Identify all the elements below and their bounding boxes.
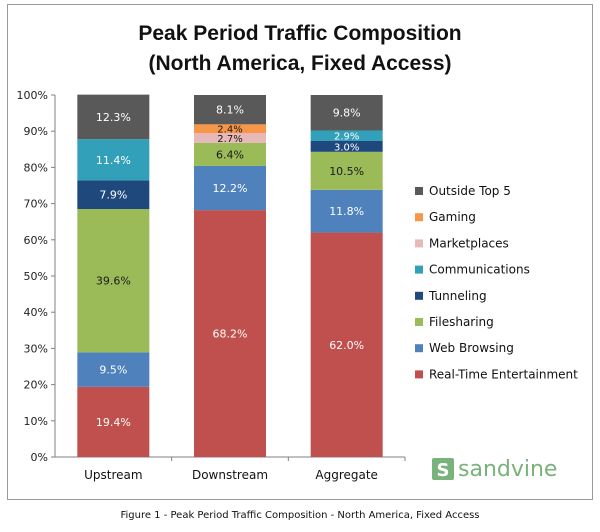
bar-marketplaces (194, 133, 266, 143)
chart-title: Peak Period Traffic Composition (138, 22, 461, 45)
data-label: 19.4% (96, 416, 131, 429)
y-tick-label: 100% (17, 89, 48, 102)
logo-icon-bg (432, 458, 454, 480)
bar-web-browsing (310, 189, 383, 233)
logo-text: sandvine (458, 457, 557, 482)
y-tick-label: 40% (24, 306, 48, 319)
legend-label-filesharing: Filesharing (429, 315, 494, 329)
data-label: 7.9% (99, 189, 127, 202)
chart-canvas: Peak Period Traffic Composition (North A… (17, 22, 579, 482)
legend-swatch-tunneling (415, 291, 423, 300)
sandvine-logo: S sandvine (432, 457, 557, 482)
x-tick-label: Upstream (84, 468, 142, 482)
data-label: 62.0% (329, 339, 364, 352)
legend-swatch-gaming (415, 213, 423, 222)
data-label: 10.5% (329, 165, 364, 178)
data-label: 11.4% (96, 154, 131, 167)
bar-outside-top-5 (310, 95, 383, 131)
legend-swatch-filesharing (415, 318, 423, 326)
logo-icon-s: S (437, 460, 450, 481)
legend-label-communications: Communications (429, 263, 530, 277)
data-label: 2.4% (217, 125, 242, 136)
legend: Outside Top 5 Gaming Marketplaces Communica… (415, 184, 578, 381)
data-label: 12.3% (96, 111, 131, 124)
data-label: 9.5% (99, 364, 127, 377)
y-tick-label: 70% (24, 198, 48, 211)
bar-filesharing (77, 209, 150, 353)
legend-label-tunneling: Tunneling (428, 289, 487, 303)
bar-filesharing (310, 151, 383, 190)
x-tick-label: Downstream (192, 468, 268, 482)
figure-caption: Figure 1 - Peak Period Traffic Compositi… (120, 510, 480, 521)
data-label: 2.7% (217, 134, 242, 145)
data-label: 11.8% (329, 205, 364, 218)
bar-tunneling (77, 180, 150, 210)
legend-swatch-marketplaces (415, 239, 423, 248)
bar-real-time-entertainment (194, 210, 266, 457)
y-tick-label: 10% (24, 415, 48, 428)
legend-swatch-outside-top-5 (415, 187, 423, 195)
bars: 19.4% 9.5% 39.6% 7.9% 11.4% 12.3% Upstream 68.2… (77, 94, 406, 482)
legend-swatch-web-browsing (415, 344, 423, 353)
legend-label-real-time-entertainment: Real-Time Entertainment (429, 367, 578, 381)
data-label: 68.2% (213, 328, 248, 341)
data-label: 2.9% (334, 132, 359, 143)
y-tick-label: 80% (24, 161, 48, 174)
legend-swatch-real-time-entertainment (415, 370, 423, 379)
y-tick-label: 0% (31, 451, 48, 464)
bar-real-time-entertainment (310, 232, 383, 457)
bar-web-browsing (194, 165, 266, 211)
data-label: 39.6% (96, 275, 131, 288)
bar-outside-top-5 (77, 94, 150, 140)
bar-outside-top-5 (194, 95, 266, 125)
y-tick-label: 20% (24, 379, 48, 392)
bar-gaming (194, 124, 266, 134)
bar-web-browsing (77, 352, 150, 387)
legend-swatch-communications (415, 265, 423, 274)
y-tick-label: 30% (24, 342, 48, 355)
y-tick-label: 50% (24, 270, 48, 283)
legend-label-marketplaces: Marketplaces (429, 236, 509, 250)
bar-communications (310, 130, 383, 141)
data-label: 12.2% (213, 182, 248, 195)
data-label: 3.0% (334, 142, 359, 153)
legend-label-web-browsing: Web Browsing (429, 341, 514, 355)
bar-communications (77, 139, 150, 181)
bar-tunneling (310, 140, 383, 152)
data-label: 9.8% (333, 107, 361, 120)
y-tick-label: 90% (24, 125, 48, 138)
legend-label-outside-top-5: Outside Top 5 (429, 184, 511, 198)
data-label: 8.1% (216, 104, 244, 117)
x-tick-label: Aggregate (315, 468, 378, 482)
y-tick-label: 60% (24, 234, 48, 247)
bar-real-time-entertainment (77, 386, 150, 457)
data-label: 6.4% (216, 148, 244, 161)
chart-subtitle: (North America, Fixed Access) (148, 52, 451, 75)
legend-label-gaming: Gaming (429, 210, 476, 224)
bar-filesharing (194, 142, 266, 166)
